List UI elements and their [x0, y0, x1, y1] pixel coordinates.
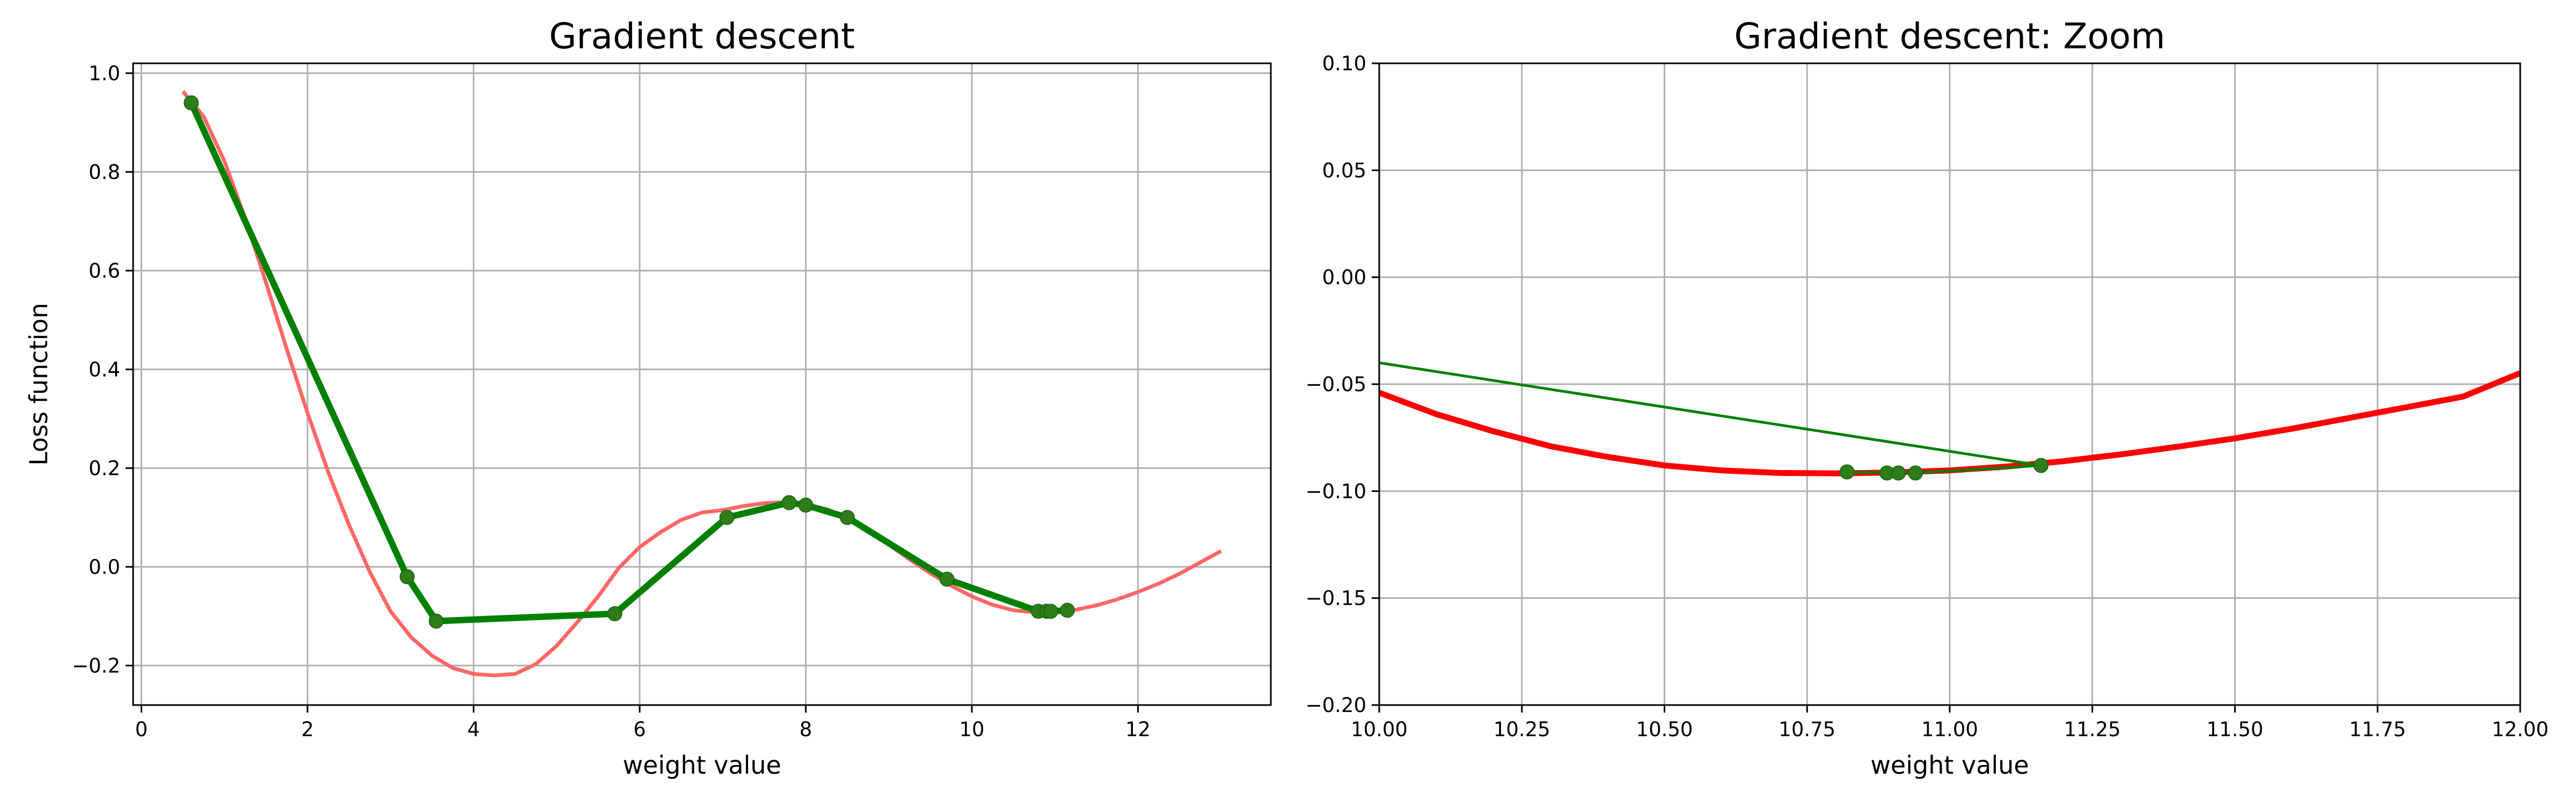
descent-path-segment [1379, 361, 2041, 467]
y-tick-label: 0.2 [89, 457, 120, 480]
y-tick-label: 1.0 [89, 62, 120, 85]
descent-point [1059, 603, 1075, 618]
x-tick-label: 6 [633, 718, 646, 741]
x-tick-label: 11.00 [1921, 718, 1978, 741]
x-tick-label: 11.25 [2064, 718, 2121, 741]
x-tick-label: 12 [1125, 718, 1151, 741]
x-axis-label: weight value [623, 751, 781, 780]
y-tick-label: 0.00 [1322, 266, 1366, 289]
x-tick-label: 10 [959, 718, 984, 741]
descent-point [939, 571, 955, 587]
descent-point [798, 497, 814, 513]
y-tick-label: −0.10 [1306, 480, 1366, 503]
descent-path [188, 101, 1068, 625]
y-tick-label: −0.2 [72, 654, 120, 677]
descent-point [428, 613, 444, 629]
y-tick-label: −0.05 [1306, 373, 1366, 396]
descent-point [184, 95, 199, 111]
x-tick-label: 10.50 [1636, 718, 1693, 741]
y-tick-label: 0.6 [89, 259, 120, 282]
y-tick-label: −0.20 [1306, 694, 1366, 717]
x-tick-label: 0 [135, 718, 148, 741]
x-axis-label: weight value [1870, 751, 2029, 780]
descent-point [2033, 458, 2049, 473]
chart-title: Gradient descent [549, 16, 855, 57]
plot-series [181, 90, 1222, 678]
descent-point [839, 510, 855, 525]
descent-point [607, 606, 623, 621]
y-tick-label: 0.8 [89, 160, 120, 184]
descent-point [399, 569, 415, 584]
x-tick-label: 12.00 [2492, 718, 2549, 741]
chart-gradient-descent-zoom: 10.00 10.25 10.50 10.75 11.00 11.25 11.50 11.75… [1306, 16, 2549, 780]
x-tick-label: 11.50 [2207, 718, 2264, 741]
descent-point [1891, 465, 1906, 481]
plot-series [1379, 361, 2520, 481]
loss-curve [181, 90, 1222, 678]
y-tick-label: −0.15 [1306, 587, 1366, 610]
descent-point [1043, 604, 1058, 619]
x-tick-label: 10.00 [1351, 718, 1408, 741]
y-tick-label: 0.0 [89, 555, 120, 578]
descent-point [1908, 465, 1923, 481]
chart-gradient-descent: 0 2 4 6 8 10 12 −0.2 0.0 0.2 0.4 0.6 0.8 1.0 Gradient … [24, 16, 1272, 780]
y-tick-label: 0.10 [1322, 52, 1366, 75]
chart-title: Gradient descent: Zoom [1734, 16, 2165, 57]
plot-frame [132, 62, 1272, 706]
descent-point [719, 510, 735, 525]
y-tick-label: 0.05 [1322, 159, 1366, 182]
y-axis-label: Loss function [24, 303, 53, 465]
x-tick-label: 4 [467, 718, 480, 741]
descent-point [1839, 464, 1855, 480]
x-tick-label: 10.75 [1779, 718, 1835, 741]
y-tick-label: 0.4 [89, 358, 120, 381]
x-tick-label: 10.25 [1494, 718, 1550, 741]
x-tick-label: 11.75 [2349, 718, 2406, 741]
x-tick-label: 2 [301, 718, 314, 741]
descent-point [781, 495, 797, 510]
x-tick-label: 8 [800, 718, 813, 741]
